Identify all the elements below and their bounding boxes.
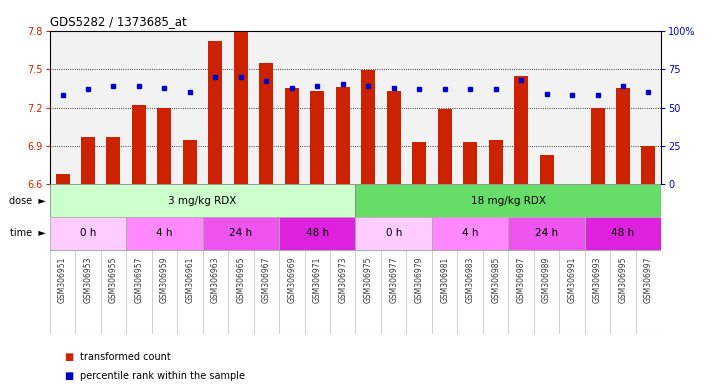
Text: GSM306993: GSM306993 <box>593 257 602 303</box>
Text: dose  ►: dose ► <box>9 195 46 206</box>
Text: 48 h: 48 h <box>611 228 635 238</box>
Text: GSM306985: GSM306985 <box>491 257 500 303</box>
Text: GSM306953: GSM306953 <box>83 257 92 303</box>
Bar <box>203 217 279 250</box>
Bar <box>279 217 356 250</box>
Text: GSM306951: GSM306951 <box>58 257 67 303</box>
Text: ■: ■ <box>64 371 73 381</box>
Text: GSM306991: GSM306991 <box>567 257 577 303</box>
Text: GSM306977: GSM306977 <box>389 257 398 303</box>
Bar <box>127 217 203 250</box>
Bar <box>50 184 356 217</box>
Text: GSM306965: GSM306965 <box>236 257 245 303</box>
Bar <box>356 184 661 217</box>
Bar <box>584 217 661 250</box>
Bar <box>540 155 554 184</box>
Text: GSM306997: GSM306997 <box>644 257 653 303</box>
Bar <box>157 108 171 184</box>
Bar <box>463 142 477 184</box>
Text: GSM306981: GSM306981 <box>440 257 449 303</box>
Bar <box>107 137 120 184</box>
Text: 24 h: 24 h <box>229 228 252 238</box>
Text: transformed count: transformed count <box>80 352 171 362</box>
Bar <box>50 217 127 250</box>
Bar <box>432 217 508 250</box>
Text: GSM306969: GSM306969 <box>287 257 296 303</box>
Text: time  ►: time ► <box>11 228 46 238</box>
Bar <box>361 70 375 184</box>
Bar <box>183 139 197 184</box>
Text: GSM306995: GSM306995 <box>619 257 628 303</box>
Text: 0 h: 0 h <box>80 228 96 238</box>
Text: GSM306979: GSM306979 <box>415 257 424 303</box>
Bar <box>438 109 451 184</box>
Bar <box>616 88 630 184</box>
Text: 3 mg/kg RDX: 3 mg/kg RDX <box>169 195 237 206</box>
Bar <box>132 105 146 184</box>
Text: GSM306973: GSM306973 <box>338 257 347 303</box>
Text: GSM306989: GSM306989 <box>542 257 551 303</box>
Text: GDS5282 / 1373685_at: GDS5282 / 1373685_at <box>50 15 186 28</box>
Bar <box>514 76 528 184</box>
Bar <box>591 108 604 184</box>
Text: 4 h: 4 h <box>156 228 173 238</box>
Bar <box>234 32 248 184</box>
Bar <box>55 174 70 184</box>
Text: GSM306967: GSM306967 <box>262 257 271 303</box>
Bar <box>412 142 426 184</box>
Text: GSM306957: GSM306957 <box>134 257 144 303</box>
Text: 48 h: 48 h <box>306 228 329 238</box>
Bar <box>260 63 273 184</box>
Text: GSM306975: GSM306975 <box>364 257 373 303</box>
Bar <box>356 217 432 250</box>
Bar <box>488 139 503 184</box>
Bar <box>208 41 223 184</box>
Text: GSM306983: GSM306983 <box>466 257 475 303</box>
Text: GSM306971: GSM306971 <box>313 257 322 303</box>
Bar <box>641 146 656 184</box>
Text: 0 h: 0 h <box>385 228 402 238</box>
Text: 4 h: 4 h <box>462 228 479 238</box>
Bar <box>285 88 299 184</box>
Bar <box>310 91 324 184</box>
Text: GSM306961: GSM306961 <box>186 257 194 303</box>
Bar <box>81 137 95 184</box>
Text: GSM306963: GSM306963 <box>211 257 220 303</box>
Bar <box>336 87 350 184</box>
Text: GSM306959: GSM306959 <box>160 257 169 303</box>
Text: 24 h: 24 h <box>535 228 558 238</box>
Text: GSM306955: GSM306955 <box>109 257 118 303</box>
Bar <box>387 91 401 184</box>
Bar <box>508 217 584 250</box>
Text: 18 mg/kg RDX: 18 mg/kg RDX <box>471 195 546 206</box>
Text: GSM306987: GSM306987 <box>517 257 525 303</box>
Text: ■: ■ <box>64 352 73 362</box>
Text: percentile rank within the sample: percentile rank within the sample <box>80 371 245 381</box>
